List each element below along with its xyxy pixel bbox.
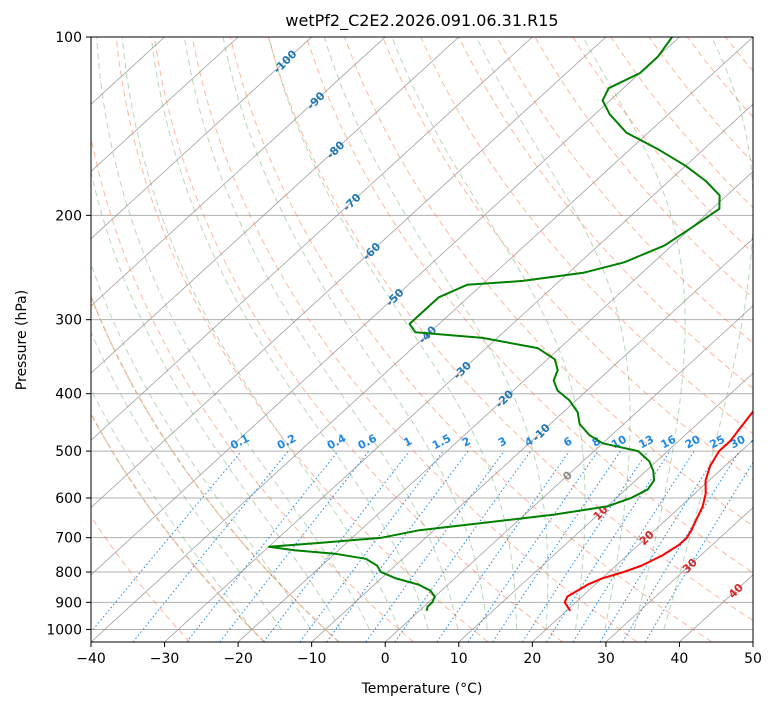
moist-adiabat-line <box>121 37 400 630</box>
dry-adiabat-line <box>496 37 753 344</box>
x-tick-label: 0 <box>381 651 390 667</box>
mixing-ratio-label: 36 <box>749 433 769 452</box>
isotherm-line <box>605 507 753 642</box>
y-tick-label: 100 <box>55 30 82 46</box>
isotherm-line <box>384 305 753 642</box>
moist-adiabat-line <box>475 37 631 630</box>
isotherm-line <box>91 37 460 374</box>
y-axis-title: Pressure (hPa) <box>14 290 30 390</box>
y-tick-label: 500 <box>55 444 82 460</box>
x-tick-label: 30 <box>597 651 615 667</box>
moist-adiabat-line <box>96 37 370 630</box>
dry-adiabat-line <box>153 37 563 642</box>
mixing-ratio-label: 13 <box>636 433 656 452</box>
isotherm-line <box>91 37 239 172</box>
isotherm-line <box>311 238 753 642</box>
mixing-ratio-line <box>492 450 622 642</box>
mixing-ratio-line <box>299 450 444 642</box>
x-axis-title: Temperature (°C) <box>361 681 483 697</box>
dewpoint-line <box>267 37 721 612</box>
y-tick-label: 700 <box>55 531 82 547</box>
dry-adiabat-line <box>229 37 713 642</box>
y-tick-label: 600 <box>55 491 82 507</box>
x-tick-label: 40 <box>671 651 689 667</box>
dry-adiabat-line <box>91 515 191 642</box>
dry-adiabat-line <box>91 412 265 642</box>
mixing-ratio-line <box>522 450 649 642</box>
moist-adiabat-line <box>663 37 753 630</box>
isotherm-line <box>532 439 753 642</box>
moist-adiabat-line <box>582 37 686 630</box>
mixing-ratio-line <box>436 450 570 642</box>
moist-adiabat-line <box>91 262 312 630</box>
mixing-ratio-line <box>186 450 339 642</box>
mixing-ratio-line <box>132 450 289 642</box>
y-tick-label: 800 <box>55 565 82 581</box>
mixing-ratio-line <box>622 450 740 642</box>
mixing-ratio-lines <box>91 450 753 642</box>
moist-adiabat-line <box>222 37 488 630</box>
chart-title: wetPf2_C2E2.2026.091.06.31.R15 <box>285 11 558 31</box>
mixing-ratio-line <box>365 450 505 642</box>
y-axis-ticks: 100 200 300 400 500 600 700 800 900 1000 <box>46 30 91 638</box>
mixing-ratio-line <box>91 450 242 633</box>
x-tick-label: −30 <box>150 651 180 667</box>
x-tick-label: −40 <box>76 651 106 667</box>
mixing-ratio-label: 16 <box>659 433 679 452</box>
moist-adiabat-line <box>91 330 282 630</box>
dry-adiabat-line <box>267 37 753 622</box>
isotherm-line <box>91 37 386 307</box>
mixing-ratio-line <box>263 450 410 642</box>
y-tick-label: 400 <box>55 387 82 403</box>
dry-adiabat-line <box>191 37 638 642</box>
sounding-series <box>267 37 753 612</box>
x-tick-label: −20 <box>223 651 253 667</box>
x-tick-label: −10 <box>297 651 327 667</box>
dry-adiabat-line <box>534 37 753 299</box>
dry-adiabat-line <box>344 37 753 527</box>
mixing-ratio-line <box>326 450 469 642</box>
moist-adiabat-lines <box>91 37 753 630</box>
y-tick-label: 300 <box>55 313 82 329</box>
mixing-ratio-line <box>546 450 671 642</box>
mixing-ratio-line <box>467 450 599 642</box>
isotherm-line <box>91 37 753 642</box>
dry-adiabat-line <box>91 135 414 642</box>
x-tick-label: 10 <box>450 651 468 667</box>
moist-adiabat-line <box>150 37 429 630</box>
mixing-ratio-label: 20 <box>683 433 703 452</box>
x-axis-ticks: −40 −30 −20 −10 0 10 20 30 40 50 <box>76 642 762 667</box>
plot-frame <box>90 36 754 643</box>
moist-adiabat-line <box>323 37 549 630</box>
dry-adiabat-line <box>115 37 489 642</box>
y-tick-label: 200 <box>55 208 82 224</box>
dry-adiabat-line <box>305 37 753 574</box>
mixing-ratio-line <box>599 450 720 642</box>
isotherm-line <box>91 37 680 576</box>
plot-area: -100-90-80-70-60-50-40-30-20-10010203040… <box>91 37 769 642</box>
y-tick-label: 1000 <box>46 622 82 638</box>
temperature-line <box>563 409 753 612</box>
isotherm-line <box>91 37 533 441</box>
moist-adiabat-line <box>183 37 459 630</box>
isotherm-line <box>91 37 607 509</box>
x-tick-label: 50 <box>744 651 762 667</box>
mixing-ratio-line <box>394 450 532 642</box>
moist-adiabat-line <box>268 37 518 630</box>
moist-adiabat-line <box>91 388 253 630</box>
pressure-gridlines <box>91 37 753 630</box>
isotherm-line <box>91 37 312 240</box>
dry-adiabat-line <box>382 37 753 481</box>
x-tick-label: 20 <box>523 651 541 667</box>
y-tick-label: 900 <box>55 595 82 611</box>
moist-adiabat-line <box>391 37 586 630</box>
isotherm-line <box>458 372 753 642</box>
mixing-ratio-line <box>572 450 695 642</box>
mixing-ratio-label: 25 <box>707 433 727 452</box>
